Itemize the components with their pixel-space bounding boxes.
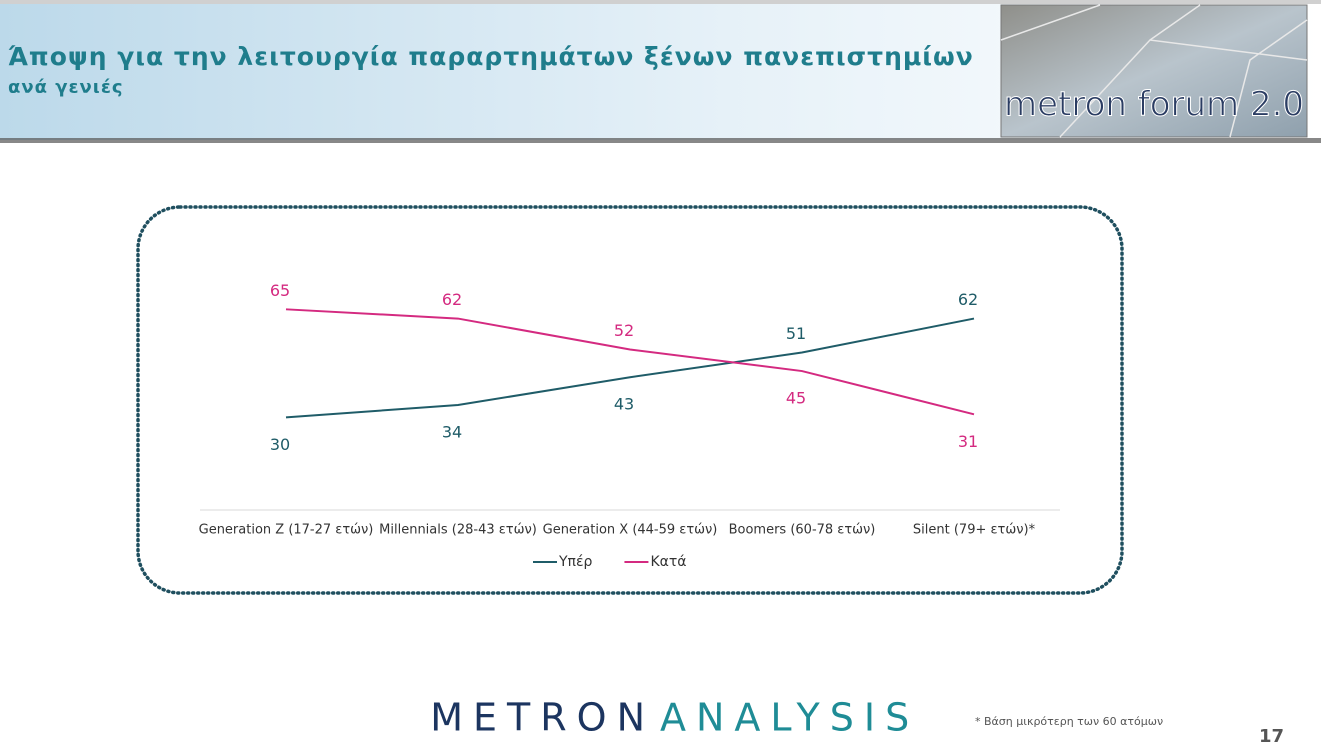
chart: Generation Z (17-27 ετών) Millennials (28… bbox=[199, 281, 1036, 570]
data-label: 34 bbox=[442, 423, 462, 442]
header-top-line bbox=[0, 0, 1321, 4]
logo-text: metron forum 2.0 bbox=[1004, 85, 1304, 125]
logo-pattern bbox=[1000, 4, 1308, 138]
x-tick-label: Generation X (44-59 ετών) bbox=[543, 523, 718, 538]
brand-left: METRON bbox=[430, 696, 655, 740]
legend-label: Υπέρ bbox=[558, 554, 593, 570]
series-line bbox=[285, 317, 975, 419]
data-label: 51 bbox=[786, 324, 806, 343]
page-number: 17 bbox=[1259, 726, 1284, 747]
data-label: 31 bbox=[958, 432, 978, 451]
footnote: * Βάση μικρότερη των 60 ατόμων bbox=[975, 715, 1163, 728]
header-shadow bbox=[0, 138, 1321, 143]
data-label: 62 bbox=[958, 290, 978, 309]
series-line bbox=[285, 308, 975, 416]
logo-image bbox=[1000, 4, 1308, 138]
x-tick-label: Silent (79+ ετών)* bbox=[913, 523, 1036, 538]
data-label: 45 bbox=[786, 389, 806, 408]
data-label: 30 bbox=[270, 435, 290, 454]
subtitle: ανά γενιές bbox=[8, 77, 124, 98]
brand-right: ANALYSIS bbox=[660, 696, 919, 740]
data-label: 65 bbox=[270, 281, 290, 300]
data-label: 52 bbox=[614, 321, 634, 340]
legend-label: Κατά bbox=[650, 554, 686, 570]
x-tick-label: Generation Z (17-27 ετών) bbox=[199, 523, 374, 538]
chart-frame bbox=[136, 205, 1124, 595]
data-label: 62 bbox=[442, 290, 462, 309]
data-label: 43 bbox=[614, 395, 634, 414]
title: Άποψη για την λειτουργία παραρτημάτων ξέ… bbox=[8, 42, 974, 71]
x-tick-label: Boomers (60-78 ετών) bbox=[729, 523, 876, 538]
x-tick-label: Millennials (28-43 ετών) bbox=[379, 523, 537, 538]
